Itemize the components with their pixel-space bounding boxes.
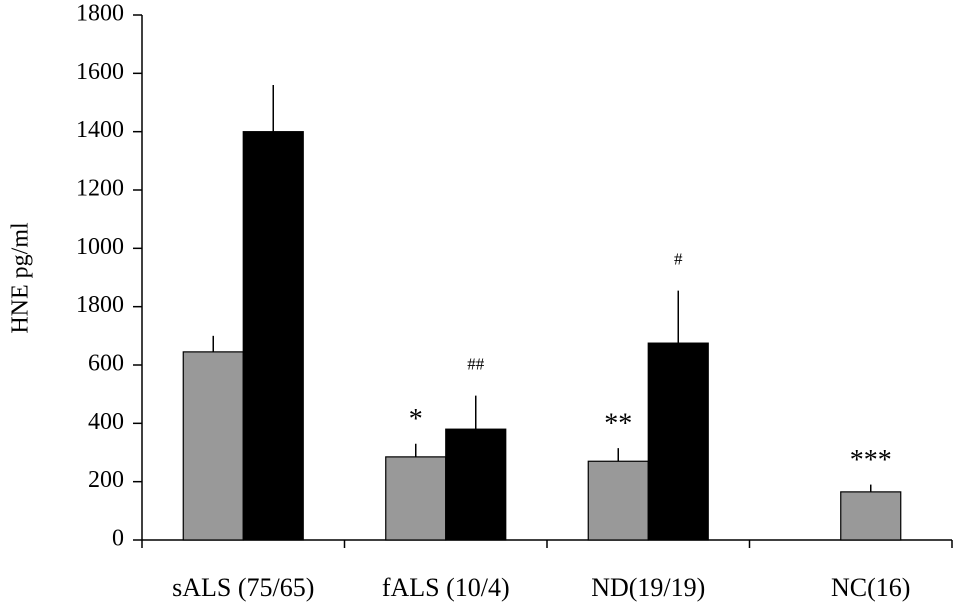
y-tick-label: 0 bbox=[112, 526, 124, 552]
bar bbox=[587, 460, 649, 541]
y-tick-label: 1600 bbox=[76, 59, 124, 85]
y-tick-label: 1000 bbox=[76, 234, 124, 260]
y-tick-label: 1400 bbox=[76, 117, 124, 143]
bar bbox=[840, 491, 902, 541]
annotation: * bbox=[409, 404, 423, 435]
x-tick-label: ND(19/19) bbox=[591, 573, 705, 602]
y-axis-label: HNE pg/ml bbox=[8, 222, 34, 334]
y-tick-label: 1200 bbox=[76, 176, 124, 202]
y-tick-label: 200 bbox=[88, 467, 124, 493]
bar bbox=[647, 342, 709, 541]
bar bbox=[242, 131, 304, 541]
y-tick-label: 1800 bbox=[76, 292, 124, 318]
bar bbox=[445, 428, 507, 541]
x-tick-label: sALS (75/65) bbox=[172, 573, 314, 602]
y-tick-label: 400 bbox=[88, 409, 124, 435]
annotation: # bbox=[674, 250, 683, 269]
y-tick-label: 1800 bbox=[76, 1, 124, 27]
x-tick-label: fALS (10/4) bbox=[382, 573, 510, 602]
annotation: ## bbox=[467, 355, 485, 374]
annotation: *** bbox=[850, 445, 892, 476]
x-tick-label: NC(16) bbox=[831, 573, 910, 602]
bar bbox=[385, 456, 447, 541]
annotation: ** bbox=[604, 409, 632, 440]
bar bbox=[182, 351, 244, 541]
y-tick-label: 600 bbox=[88, 351, 124, 377]
